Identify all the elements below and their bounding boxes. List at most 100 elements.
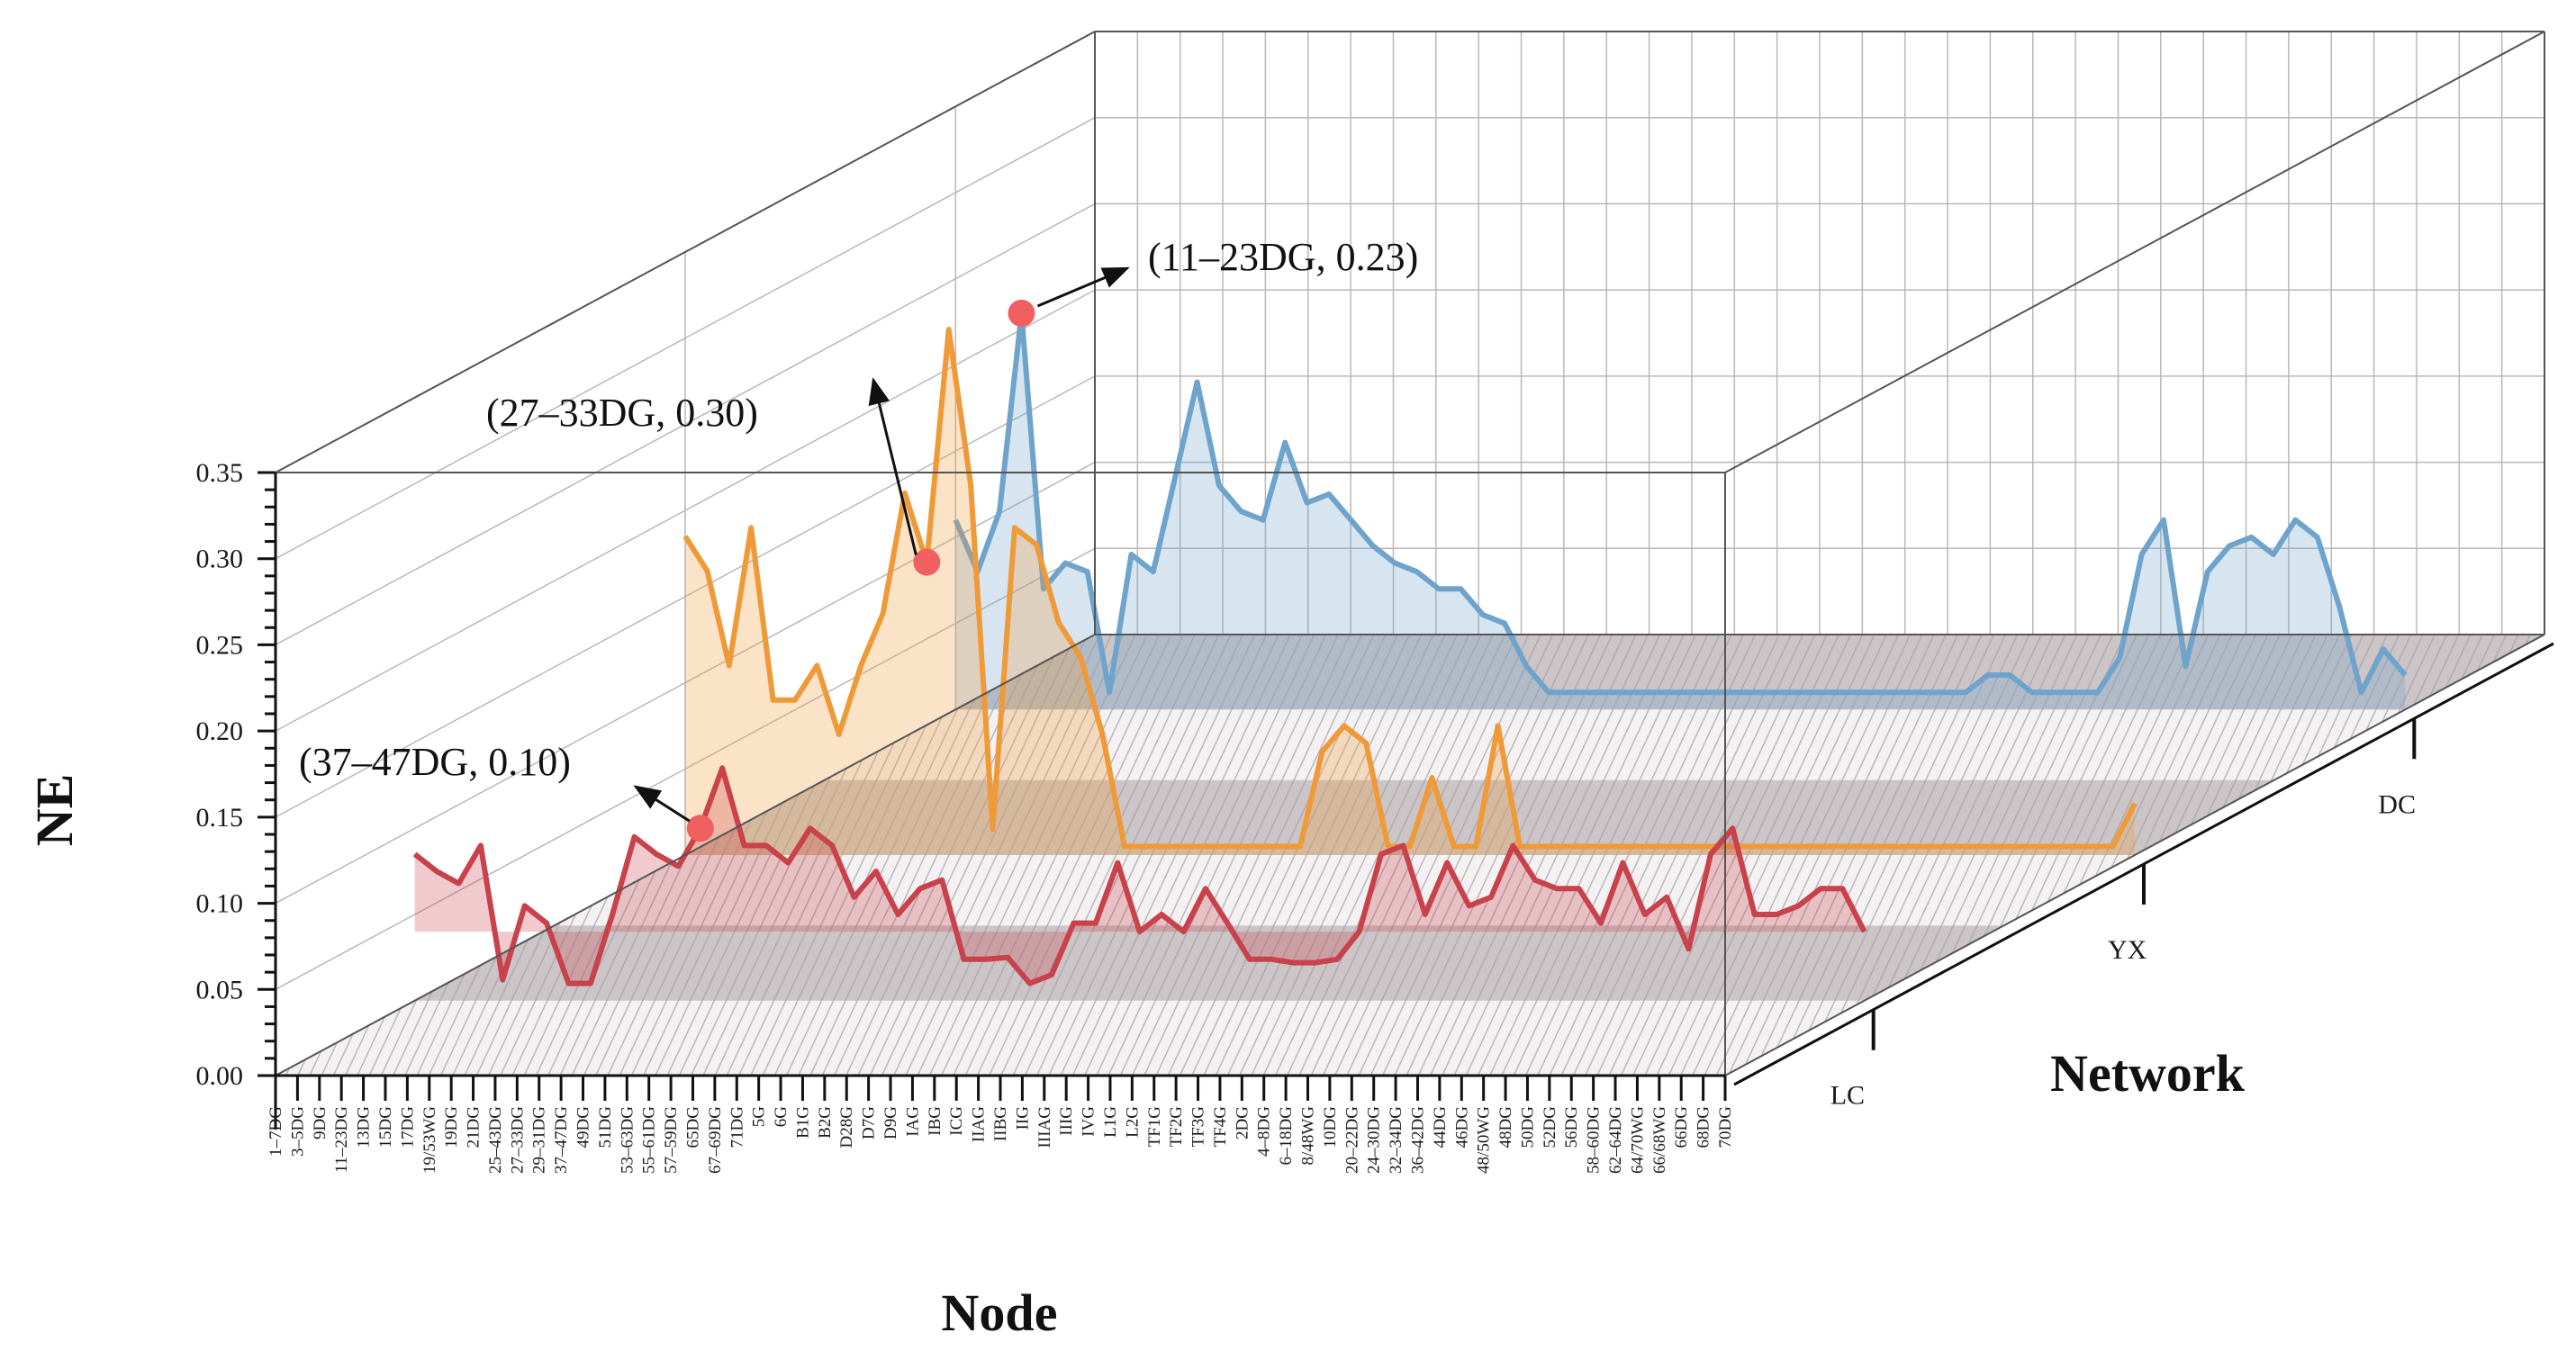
peak-marker-lc <box>686 815 714 842</box>
x-tick-label: 67–69DG <box>706 1106 725 1174</box>
x-tick-label: 6–18DG <box>1277 1106 1296 1166</box>
x-tick-label: D7G <box>860 1106 879 1139</box>
y-tick-label: 0.00 <box>196 1061 244 1091</box>
y-tick-label: 0.10 <box>196 889 244 919</box>
x-tick-label: L1G <box>1101 1106 1120 1138</box>
x-tick-label: 37–47DG <box>552 1106 571 1174</box>
x-tick-label: 36–42DG <box>1408 1106 1427 1174</box>
base-plane-lc <box>414 925 2004 1001</box>
x-tick-label: 19DG <box>442 1106 461 1148</box>
line-lc <box>412 765 1867 986</box>
x-tick-label: 56DG <box>1562 1106 1581 1148</box>
x-tick-label: 5G <box>750 1106 769 1128</box>
x-tick-label: TF2G <box>1167 1106 1186 1148</box>
annotation-arrow <box>868 377 917 555</box>
x-tick-label: 1–7DG <box>267 1106 285 1157</box>
x-tick-label: 10DG <box>1321 1106 1340 1148</box>
x-tick-label: IBG <box>926 1106 945 1136</box>
x-tick-label: IIAG <box>970 1106 989 1142</box>
box-edge <box>275 31 1096 473</box>
x-tick-label: TF3G <box>1189 1106 1208 1148</box>
x-tick-label: 66DG <box>1672 1106 1691 1148</box>
x-tick-label: 11–23DG <box>332 1106 351 1174</box>
x-tick-label: 29–31DG <box>530 1106 549 1174</box>
x-tick-label: 57–59DG <box>662 1106 681 1174</box>
peak-marker-dc <box>1008 300 1035 328</box>
x-tick-label: IIIG <box>1057 1106 1076 1136</box>
x-tick-label: TF1G <box>1145 1106 1164 1148</box>
x-tick-label: ICG <box>947 1106 966 1136</box>
x-tick-label: IIBG <box>991 1106 1010 1141</box>
x-tick-label: 58–60DG <box>1585 1106 1604 1174</box>
x-tick-label: 4–8DG <box>1255 1106 1274 1157</box>
x-tick-label: 44DG <box>1431 1106 1450 1148</box>
x-tick-label: 21DG <box>465 1106 484 1148</box>
annotation-arrow <box>633 785 691 823</box>
x-tick-label: 25–43DG <box>486 1106 505 1174</box>
y-tick-label: 0.15 <box>196 803 244 833</box>
x-tick-label: D9G <box>881 1106 900 1139</box>
box-edge <box>1724 31 2545 473</box>
x-tick-label: L2G <box>1123 1106 1142 1138</box>
z-tick-label: LC <box>1830 1081 1865 1111</box>
x-tick-label: 2DG <box>1233 1106 1252 1139</box>
y-tick-label: 0.25 <box>196 630 244 660</box>
x-tick-label: 71DG <box>728 1106 746 1148</box>
annotation-label: (37–47DG, 0.10) <box>299 740 571 784</box>
x-tick-label: 68DG <box>1695 1106 1713 1148</box>
x-tick-label: 6G <box>772 1106 791 1128</box>
area-lc <box>414 768 1865 984</box>
plot-area <box>412 311 2544 1001</box>
x-tick-label: 55–61DG <box>640 1106 659 1174</box>
y-tick-label: 0.35 <box>196 458 244 488</box>
base-plane-dc <box>955 635 2544 710</box>
y-tick-label: 0.20 <box>196 716 244 746</box>
x-tick-label: 20–22DG <box>1342 1106 1361 1174</box>
y-tick-label: 0.30 <box>196 545 244 574</box>
x-tick-label: 53–63DG <box>618 1106 637 1174</box>
y-axis-title: NE <box>25 774 84 847</box>
z-tick-label: DC <box>2378 789 2416 819</box>
line-dc <box>953 311 2408 696</box>
annotation-arrow <box>1036 266 1130 308</box>
x-tick-label: TF4G <box>1211 1106 1230 1148</box>
x-tick-label: 15DG <box>376 1106 395 1148</box>
x-tick-label: D28G <box>837 1106 856 1148</box>
x-tick-label: 65DG <box>683 1106 702 1148</box>
x-tick-label: 49DG <box>574 1106 593 1148</box>
annotations: (11–23DG, 0.23) (27–33DG, 0.30) (37–47DG, … <box>299 235 1418 842</box>
series-lc <box>412 765 2004 1001</box>
x-tick-label: 9DG <box>311 1106 330 1139</box>
x-tick-label: IAG <box>903 1106 922 1137</box>
x-tick-label: 48DG <box>1496 1106 1515 1148</box>
peak-marker-yx <box>913 548 941 576</box>
x-tick-label: 70DG <box>1716 1106 1735 1148</box>
x-tick-label: 32–34DG <box>1387 1106 1406 1174</box>
x-axis-title: Node <box>942 1283 1058 1342</box>
x-tick-label: 46DG <box>1452 1106 1471 1148</box>
x-tick-label: 52DG <box>1541 1106 1559 1148</box>
x-tick-label: 3–5DG <box>288 1106 307 1157</box>
x-tick-label: B1G <box>793 1106 812 1139</box>
annotation-label: (11–23DG, 0.23) <box>1148 235 1418 279</box>
x-tick-label: 50DG <box>1518 1106 1537 1148</box>
x-tick-label: 24–30DG <box>1365 1106 1384 1174</box>
z-tick-label: YX <box>2108 935 2147 965</box>
box-edge <box>275 634 1096 1076</box>
x-tick-label: 48/50WG <box>1475 1106 1494 1174</box>
x-tick-label: 19/53WG <box>420 1106 439 1174</box>
x-tick-label: IIG <box>1013 1106 1032 1130</box>
x-tick-label: 13DG <box>355 1106 374 1148</box>
x-tick-label: 51DG <box>596 1106 615 1148</box>
box-edge <box>1724 634 2545 1076</box>
annotation-label: (27–33DG, 0.30) <box>486 391 758 435</box>
x-tick-label: 62–64DG <box>1606 1106 1625 1174</box>
x-tick-label: IIIAG <box>1035 1106 1054 1148</box>
x-tick-label: IVG <box>1080 1106 1098 1137</box>
series-dc <box>953 311 2544 710</box>
x-tick-label: 8/48WG <box>1299 1106 1318 1166</box>
y-tick-label: 0.05 <box>196 975 244 1004</box>
x-tick-label: 64/70WG <box>1628 1106 1647 1174</box>
